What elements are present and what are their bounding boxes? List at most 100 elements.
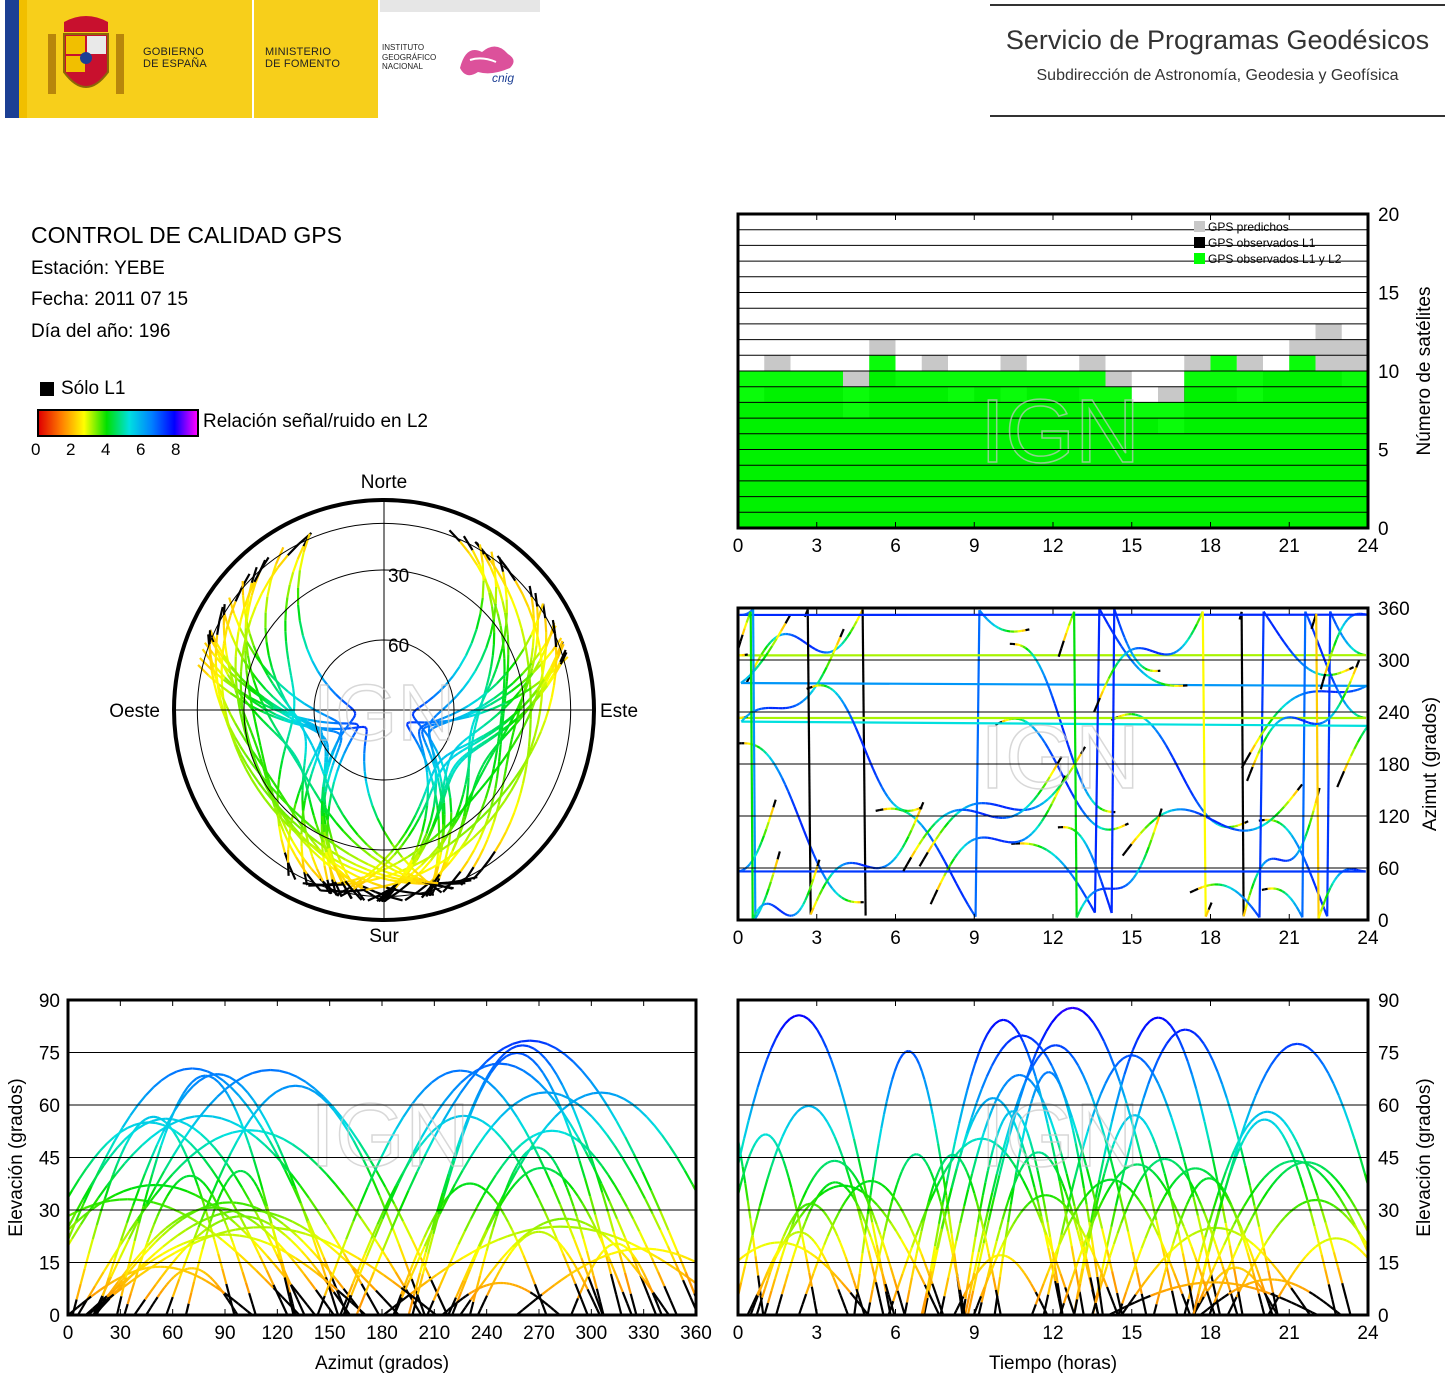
azimuth-track-segment (800, 903, 805, 909)
skyplot-track-segment (284, 597, 289, 610)
skyplot-track-segment (479, 597, 484, 615)
skyplot-track-segment (473, 816, 483, 825)
elevation-track-segment (454, 1279, 465, 1298)
elevation-time-segment (954, 1123, 961, 1142)
elevation-track-segment (197, 1143, 208, 1152)
azimuth-track-segment (1136, 660, 1141, 666)
skyplot-track-segment (315, 754, 320, 761)
skyplot-track-segment (212, 667, 217, 679)
skyplot-track-segment (244, 660, 248, 671)
elevation-time-segment (811, 1022, 819, 1031)
elevation-time-segment (1175, 1029, 1182, 1035)
elevation-track-segment (409, 1286, 420, 1296)
skyplot-track-segment (289, 723, 293, 731)
elevation-track-segment (477, 1229, 488, 1247)
azimuth-track-segment (954, 808, 959, 812)
elevation-track-segment (139, 1184, 148, 1188)
skyplot-track-segment (246, 655, 252, 669)
elevation-track-segment (469, 1115, 477, 1120)
skyplot-track-segment (212, 682, 219, 696)
skyplot-track-segment (516, 769, 524, 781)
elevation-track-segment (523, 1128, 533, 1143)
skyplot-track-segment (423, 755, 427, 764)
skyplot-track-segment (481, 809, 490, 818)
y-axis-label: Azimut (grados) (1420, 697, 1441, 831)
elevation-track-segment (147, 1238, 155, 1246)
y-axis-label: Número de satélites (1414, 287, 1435, 456)
skyplot-track-segment (266, 674, 274, 685)
elevation-track-segment (460, 1069, 468, 1073)
elevation-track-segment (229, 1120, 240, 1127)
skyplot-track-segment (500, 731, 507, 740)
azimuth-track-segment (1082, 839, 1088, 845)
azimuth-track-segment (1269, 815, 1276, 821)
skyplot-track-segment (308, 799, 313, 808)
elevation-track-segment (237, 1302, 244, 1309)
azimuth-track-segment (1147, 675, 1153, 681)
elevation-track-segment (565, 1187, 572, 1197)
elevation-track-segment (137, 1206, 145, 1224)
azimuth-track-segment (1067, 617, 1073, 626)
azimuth-track-segment (1051, 790, 1057, 797)
azimuth-track-segment (1144, 667, 1149, 671)
azimuth-track-segment (821, 873, 827, 880)
skyplot-track-segment (489, 809, 499, 821)
skyplot-track-segment (260, 701, 268, 712)
azimuth-track-segment (826, 685, 831, 689)
elevation-track-segment (209, 1212, 215, 1222)
elevation-track-segment (138, 1298, 147, 1308)
skyplot-track-segment (480, 797, 487, 810)
elevation-track-segment (109, 1146, 119, 1157)
skyplot-track-segment (338, 731, 343, 736)
elevation-track-segment (552, 1159, 558, 1167)
elevation-track-segment (388, 1185, 397, 1199)
azimuth-track-segment (1120, 630, 1126, 638)
elevation-track-segment (562, 1179, 568, 1189)
skyplot-track-segment (527, 689, 538, 701)
skyplot-track-segment (344, 869, 359, 878)
x-tick-label: 6 (890, 536, 901, 557)
skyplot-track-segment (288, 712, 296, 718)
elevation-track-segment (428, 1111, 439, 1125)
elevation-track-segment (563, 1178, 570, 1185)
elevation-track-segment (37, 1284, 46, 1300)
elevation-track-segment (687, 1257, 695, 1263)
elevation-time-segment (1297, 1202, 1304, 1207)
elevation-track-segment (473, 1072, 483, 1079)
azimuth-track-segment (1005, 718, 1010, 722)
elevation-time-segment (918, 1063, 923, 1072)
elevation-time-segment (899, 1238, 907, 1248)
azimuth-track-segment (1299, 718, 1304, 722)
azimuth-track-segment (765, 888, 770, 896)
elevation-track-segment (674, 1252, 682, 1257)
azimuth-track-segment (998, 626, 1003, 631)
elevation-track-segment (265, 1269, 275, 1286)
elevation-time-segment (818, 1191, 825, 1197)
elevation-track-segment (209, 1276, 214, 1281)
elevation-time-segment (1257, 1283, 1262, 1288)
elevation-track-segment (507, 1251, 513, 1257)
skyplot-track-segment (300, 769, 307, 778)
elevation-track-segment (144, 1158, 153, 1174)
elevation-track-segment (631, 1253, 636, 1258)
azimuth-track-segment (774, 905, 778, 910)
elevation-track-segment (437, 1195, 445, 1216)
elevation-track-segment (170, 1276, 175, 1281)
skyplot-track-segment (230, 665, 241, 678)
elevation-track-segment (298, 1293, 308, 1306)
elevation-track-segment (239, 1120, 247, 1134)
elevation-track-segment (249, 1204, 257, 1209)
azimuth-track-segment (1344, 868, 1348, 872)
skyplot-track-segment (326, 743, 329, 748)
azimuth-track-segment (928, 834, 935, 843)
elevation-time-segment (919, 1274, 926, 1286)
elevation-track-segment (573, 1239, 583, 1259)
elevation-time-segment (1284, 1211, 1291, 1218)
skyplot-track-segment (365, 886, 381, 891)
elevation-track-segment (128, 1217, 139, 1232)
elevation-track-segment (668, 1145, 679, 1159)
skyplot-track-segment (530, 651, 542, 665)
azimuth-track-segment (772, 636, 777, 641)
elevation-track-segment (3, 1295, 11, 1305)
elevation-time-segment (869, 1176, 875, 1196)
